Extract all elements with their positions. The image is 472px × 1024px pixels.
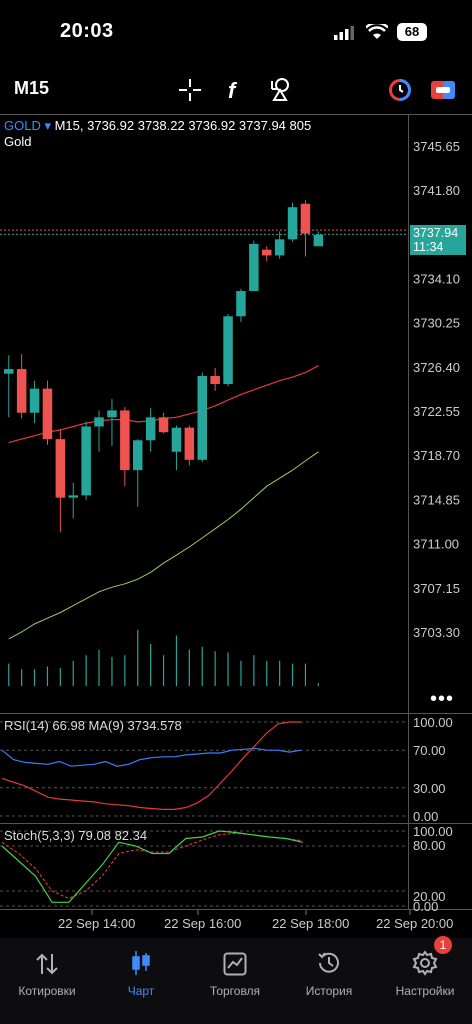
- tab-settings[interactable]: Настройки: [378, 938, 472, 998]
- candle-body: [197, 375, 207, 460]
- candle-body: [81, 426, 91, 496]
- symbol-name: Gold: [4, 134, 32, 149]
- candle-body: [42, 388, 53, 440]
- stoch-axis-label: 80.00: [413, 838, 446, 853]
- candle-body: [29, 388, 40, 413]
- current-price: 3737.94: [413, 226, 459, 240]
- stoch-axis-label: 0.00: [413, 899, 438, 914]
- price-axis-label: 3703.30: [413, 625, 460, 640]
- time-axis-label: 22 Sep 14:00: [58, 916, 135, 931]
- candle-body: [184, 427, 195, 460]
- candle-body: [313, 234, 324, 247]
- symbol-dropdown-icon[interactable]: ▾: [40, 118, 55, 133]
- candle-body: [171, 427, 182, 452]
- bar-timer: 11:34: [413, 240, 444, 254]
- price-axis-label: 3711.00: [413, 537, 459, 552]
- candle-body: [210, 375, 220, 385]
- price-axis-label: 3718.70: [413, 448, 460, 463]
- tab-trade[interactable]: Торговля: [188, 938, 282, 998]
- candle-body: [274, 239, 285, 256]
- rsi-line: [1, 721, 301, 810]
- price-axis-label: 3741.80: [413, 183, 460, 198]
- indicators-icon[interactable]: f: [224, 77, 248, 103]
- price-axis-label: 3730.25: [413, 316, 460, 331]
- sort-arrows-icon: [36, 953, 58, 975]
- current-price-tag: 3737.94 11:34: [410, 225, 466, 255]
- candle-body: [236, 291, 246, 317]
- wifi-icon: [366, 24, 388, 39]
- trade-chart-icon: [223, 952, 247, 976]
- history-clock-icon: [318, 952, 339, 973]
- tab-bar: [0, 938, 472, 1024]
- price-chart[interactable]: 3745.65 3741.80 3734.10 3730.25 3726.40 3722.…: [0, 112, 472, 938]
- timeframe-button[interactable]: M15: [14, 78, 50, 98]
- price-axis-label: 3734.10: [413, 271, 460, 286]
- tab-label: Торговля: [209, 984, 261, 998]
- candle-body: [16, 369, 27, 413]
- trade-panel-icon[interactable]: [430, 80, 456, 100]
- tab-quotes[interactable]: Котировки: [0, 938, 94, 998]
- ma-slow-line: [8, 451, 319, 640]
- notification-badge: 1: [434, 936, 452, 954]
- stoch-axis-label: 20.00: [413, 889, 446, 904]
- battery-icon: 68: [397, 23, 427, 41]
- candle-body: [158, 417, 169, 433]
- stoch-label: Stoch(5,3,3) 79.08 82.34: [4, 828, 148, 843]
- one-click-trading-icon[interactable]: [388, 78, 412, 102]
- candle-body: [145, 417, 156, 441]
- candle-body: [107, 410, 117, 418]
- time-axis-label: 22 Sep 18:00: [272, 916, 349, 931]
- stoch-axis-label: 100.00: [413, 824, 453, 839]
- price-axis-label: 3722.55: [413, 404, 460, 419]
- price-axis-label: 3714.85: [413, 492, 460, 507]
- time-axis-label: 22 Sep 20:00: [376, 916, 453, 931]
- status-time: 20:03: [60, 20, 114, 42]
- gear-icon: [412, 950, 438, 976]
- candle-body: [94, 417, 104, 427]
- price-axis-label: 3726.40: [413, 360, 460, 375]
- tab-history[interactable]: История: [282, 938, 376, 998]
- candle-body: [249, 243, 259, 292]
- tab-label: Котировки: [18, 984, 76, 998]
- candlestick-icon: [132, 951, 150, 975]
- stoch-d-line: [1, 832, 303, 900]
- crosshair-icon[interactable]: [178, 78, 202, 102]
- candle-body: [133, 440, 143, 471]
- candle-body: [120, 410, 130, 471]
- candle-body: [4, 369, 14, 374]
- rsi-axis-label: 30.00: [413, 781, 446, 796]
- stoch-k-line: [1, 830, 303, 903]
- time-axis-label: 22 Sep 16:00: [164, 916, 241, 931]
- chart-info-line: GOLD ▾ M15, 3736.92 3738.22 3736.92 3737…: [4, 118, 311, 134]
- candle-body: [287, 207, 298, 240]
- tab-chart[interactable]: Чарт: [94, 938, 188, 998]
- svg-text:f: f: [228, 78, 238, 103]
- tab-label: Чарт: [127, 984, 155, 998]
- objects-icon[interactable]: [268, 76, 294, 102]
- rsi-axis-label: 100.00: [413, 715, 453, 730]
- rsi-label: RSI(14) 66.98 MA(9) 3734.578: [4, 718, 182, 733]
- rsi-axis-label: 0.00: [413, 809, 438, 824]
- candle-body: [223, 316, 233, 385]
- rsi-axis-label: 70.00: [413, 743, 446, 758]
- candle-body: [300, 203, 311, 234]
- price-axis-label: 3707.15: [413, 581, 460, 596]
- ohlc-info: M15, 3736.92 3738.22 3736.92 3737.94 805: [54, 118, 312, 133]
- price-axis-label: 3745.65: [413, 139, 460, 154]
- symbol-label[interactable]: GOLD: [4, 118, 41, 133]
- ellipsis-icon[interactable]: •••: [430, 688, 455, 710]
- candle-body: [262, 249, 272, 256]
- signal-icon: [334, 26, 354, 40]
- tab-label: Настройки: [395, 984, 455, 998]
- tab-label: История: [305, 984, 353, 998]
- rsi-ma-line: [1, 747, 302, 767]
- candle-body: [55, 439, 66, 498]
- candle-body: [68, 495, 78, 498]
